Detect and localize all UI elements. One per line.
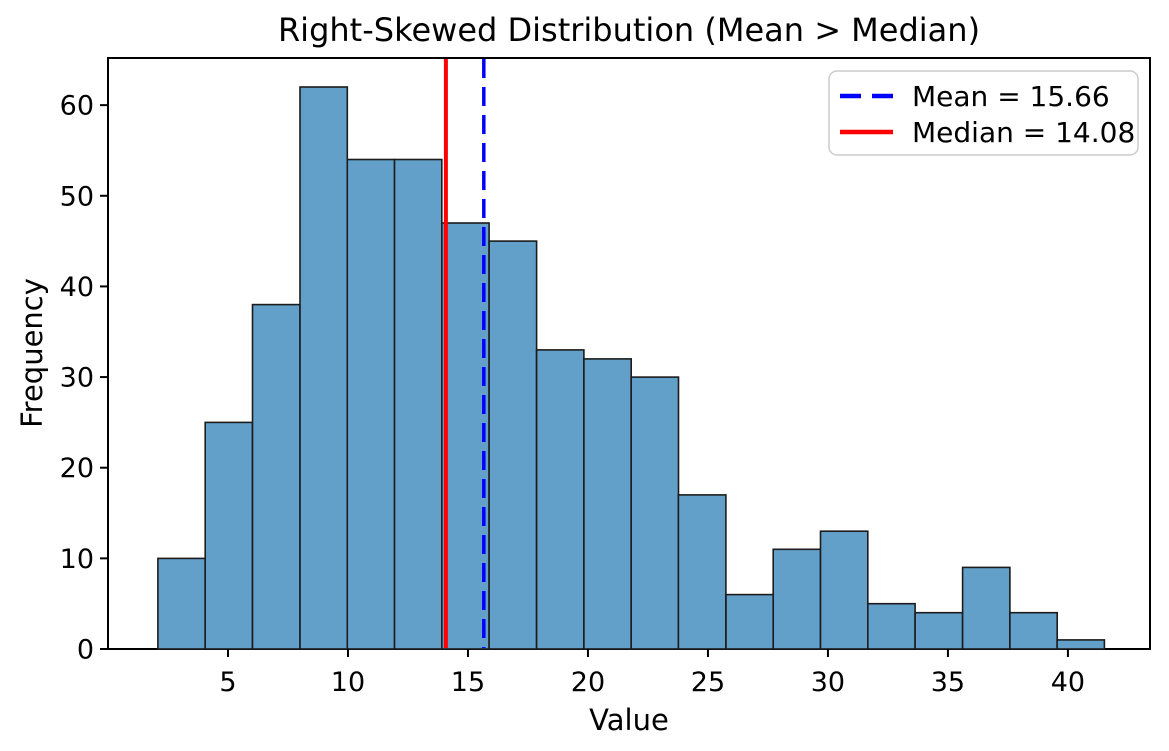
histogram-bar (914, 611, 964, 650)
y-tick-label: 10 (60, 544, 94, 575)
x-tick-label: 30 (811, 667, 845, 698)
y-tick-label: 30 (60, 363, 94, 394)
histogram-bar (251, 303, 301, 650)
histogram-bar (961, 566, 1011, 650)
x-tick-label: 5 (219, 667, 236, 698)
x-axis-label: Value (589, 703, 669, 737)
histogram-bar (630, 376, 680, 650)
histogram-bar (772, 548, 822, 650)
histogram-bar (583, 358, 633, 650)
histogram-bar (866, 602, 916, 650)
legend: Mean = 15.66 Median = 14.08 (828, 70, 1139, 156)
x-axis-ticks: 5 10 15 20 25 30 35 40 (219, 649, 1085, 698)
y-axis-label: Frequency (15, 278, 49, 428)
bars-group (157, 86, 1106, 650)
histogram-bar (204, 421, 254, 650)
chart-title: Right-Skewed Distribution (Mean > Median… (278, 11, 980, 49)
y-tick-label: 50 (60, 181, 94, 212)
histogram-bar (819, 530, 869, 650)
histogram-bar (440, 222, 490, 650)
x-tick-label: 20 (571, 667, 605, 698)
histogram-bar (488, 240, 538, 650)
x-tick-label: 35 (931, 667, 965, 698)
y-tick-label: 0 (77, 635, 94, 666)
y-tick-label: 60 (60, 91, 94, 122)
legend-median-label: Median = 14.08 (912, 116, 1135, 149)
histogram-bar (157, 557, 206, 650)
histogram-bar (677, 494, 727, 650)
histogram-bar (1009, 611, 1059, 650)
histogram-bar (725, 593, 775, 650)
legend-box (828, 70, 1139, 156)
histogram-bar (299, 86, 349, 650)
y-tick-label: 40 (60, 272, 94, 303)
x-tick-label: 40 (1051, 667, 1085, 698)
x-tick-label: 10 (331, 667, 365, 698)
y-tick-label: 20 (60, 453, 94, 484)
histogram-bar (535, 349, 585, 650)
legend-mean-label: Mean = 15.66 (912, 80, 1110, 113)
histogram-bar (1056, 639, 1106, 650)
x-tick-label: 15 (451, 667, 485, 698)
x-tick-label: 25 (691, 667, 725, 698)
y-axis-ticks: 0 10 20 30 40 50 60 (60, 91, 108, 666)
histogram-bar (393, 158, 443, 650)
histogram-bar (346, 158, 396, 650)
